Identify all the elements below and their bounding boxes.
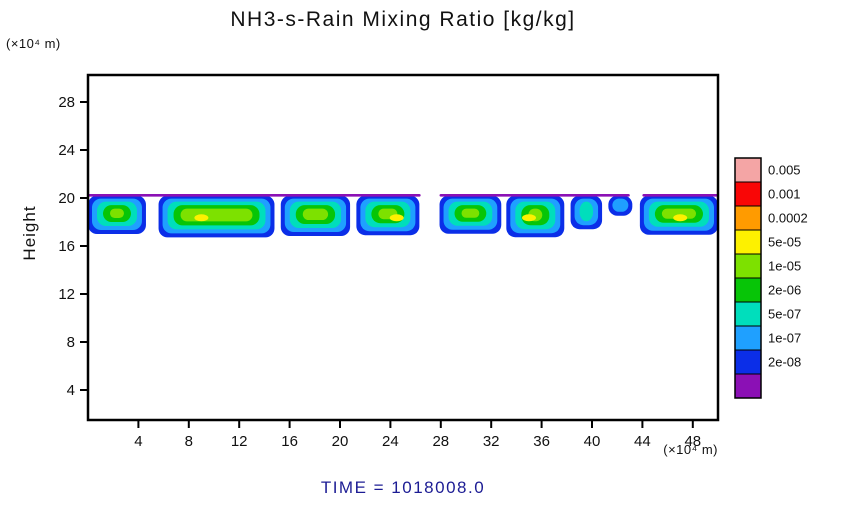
colorbar-box	[734, 181, 762, 207]
colorbar-label: 0.005	[768, 163, 801, 178]
y-tick-label: 28	[58, 94, 75, 111]
colorbar-box	[734, 277, 762, 303]
colorbar-box	[734, 157, 762, 183]
colorbar-box	[734, 229, 762, 255]
x-axis-unit-label: (×10⁴ m)	[663, 442, 718, 457]
band-layer	[180, 208, 253, 222]
x-tick-label: 24	[382, 433, 399, 450]
band-layer	[461, 208, 480, 218]
x-tick-label: 28	[432, 433, 449, 450]
y-tick-label: 8	[67, 334, 75, 351]
colorbar-box	[734, 301, 762, 327]
x-tick-label: 40	[584, 433, 601, 450]
y-tick-label: 12	[58, 286, 75, 303]
x-tick-label: 16	[281, 433, 298, 450]
time-label: TIME = 1018008.0	[320, 478, 486, 497]
chart-title: NH3-s-Rain Mixing Ratio [kg/kg]	[230, 8, 576, 31]
colorbar-box	[734, 253, 762, 279]
colorbar-box	[734, 325, 762, 351]
x-tick-label: 32	[483, 433, 500, 450]
colorbar-label: 2e-08	[768, 355, 801, 370]
colorbar-frame	[734, 157, 762, 399]
band-top-contour	[642, 194, 718, 197]
x-tick-label: 4	[134, 433, 142, 450]
y-tick-label: 16	[58, 238, 75, 255]
colorbar-label: 0.001	[768, 187, 801, 202]
colorbar-label: 1e-05	[768, 259, 801, 274]
x-tick-label: 8	[185, 433, 193, 450]
x-tick-label: 44	[634, 433, 651, 450]
band-layer	[110, 208, 124, 218]
y-tick-label: 20	[58, 190, 75, 207]
band-top-contour	[439, 194, 630, 197]
colorbar-label: 1e-07	[768, 331, 801, 346]
colorbar-label: 0.0002	[768, 211, 808, 226]
band-top-contour	[88, 194, 421, 197]
band-yellow-core	[522, 214, 536, 222]
colorbar-box	[734, 205, 762, 231]
colorbar-box	[734, 373, 762, 399]
band-layer	[612, 198, 629, 212]
x-tick-label: 48	[684, 433, 701, 450]
band-layer	[661, 208, 696, 219]
colorbar-box	[734, 349, 762, 375]
band-layer	[302, 208, 329, 220]
y-axis-unit-label: (×10⁴ m)	[6, 36, 61, 51]
colorbar-label: 5e-07	[768, 307, 801, 322]
band-yellow-core	[389, 214, 404, 222]
band-yellow-core	[194, 214, 209, 222]
x-tick-label: 20	[332, 433, 349, 450]
band-layer	[579, 201, 594, 222]
band-yellow-core	[673, 214, 688, 222]
y-tick-label: 24	[58, 142, 75, 159]
x-tick-label: 36	[533, 433, 550, 450]
y-tick-label: 4	[67, 382, 75, 399]
colorbar-label: 2e-06	[768, 283, 801, 298]
colorbar-label: 5e-05	[768, 235, 801, 250]
plot-frame	[86, 73, 720, 422]
x-tick-label: 12	[231, 433, 248, 450]
y-axis-title: Height	[20, 205, 39, 261]
